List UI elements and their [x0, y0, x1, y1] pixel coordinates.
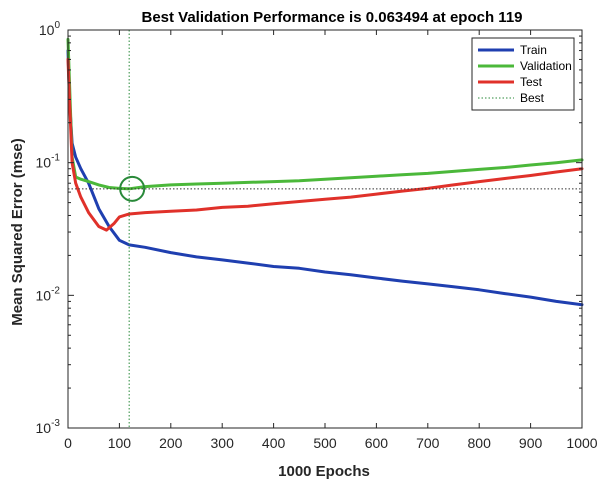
y-tick-label: 10-1	[36, 153, 61, 171]
x-tick-label: 0	[64, 435, 72, 451]
x-tick-label: 500	[313, 435, 337, 451]
x-tick-label: 300	[211, 435, 235, 451]
x-tick-label: 200	[159, 435, 183, 451]
y-axis-label: Mean Squared Error (mse)	[9, 138, 26, 326]
x-tick-label: 1000	[566, 435, 597, 451]
y-tick-label: 10-3	[36, 418, 61, 436]
x-axis-label: 1000 Epochs	[278, 463, 370, 480]
legend: Train Validation Test Best	[471, 37, 575, 111]
x-tick-label: 900	[519, 435, 543, 451]
y-tick-label: 10-2	[36, 285, 61, 303]
series-line-train	[66, 49, 584, 307]
chart-title: Best Validation Performance is 0.063494 …	[141, 9, 522, 26]
legend-label-test: Test	[520, 75, 543, 89]
legend-label-best: Best	[520, 91, 545, 105]
series-line-validation	[66, 37, 584, 191]
legend-label-validation: Validation	[520, 59, 572, 73]
x-tick-label: 400	[262, 435, 286, 451]
x-tick-label: 600	[365, 435, 389, 451]
series-line-test	[66, 57, 584, 232]
y-tick-label: 100	[39, 20, 61, 38]
x-tick-label: 700	[416, 435, 440, 451]
best-point-marker	[119, 175, 146, 202]
legend-label-train: Train	[520, 43, 547, 57]
x-tick-label: 800	[468, 435, 492, 451]
x-tick-label: 100	[108, 435, 132, 451]
